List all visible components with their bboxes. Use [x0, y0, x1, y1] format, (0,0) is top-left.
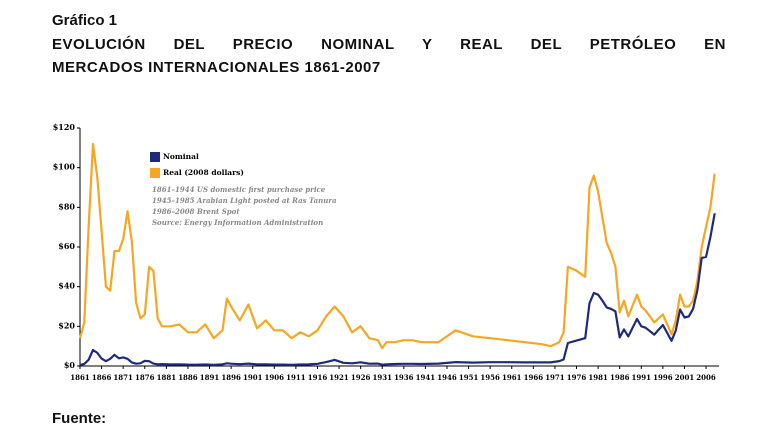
x-tick-label: 1966 — [524, 373, 544, 382]
series-line — [78, 142, 716, 350]
x-tick-label: 1881 — [157, 373, 177, 382]
legend-label: Nominal — [163, 152, 199, 161]
y-tick-label: $20 — [58, 320, 75, 330]
x-tick-label: 1971 — [545, 373, 565, 382]
x-tick-label: 1986 — [610, 373, 630, 382]
y-tick-label: $40 — [58, 281, 75, 291]
x-tick-label: 1946 — [437, 373, 457, 382]
x-tick-label: 1916 — [308, 373, 328, 382]
x-tick-label: 1911 — [286, 373, 306, 382]
source-label: Fuente: — [52, 410, 107, 427]
x-tick-label: 1871 — [113, 373, 133, 382]
y-tick-label: $120 — [53, 122, 76, 132]
x-tick-label: 1876 — [135, 373, 155, 382]
x-tick-label: 1861 — [70, 373, 90, 382]
annotation: 1945–1985 Arabian Light posted at Ras Ta… — [152, 196, 337, 205]
x-tick-label: 1896 — [221, 373, 241, 382]
x-tick-label: 1886 — [178, 373, 198, 382]
x-tick-label: 1976 — [567, 373, 587, 382]
annotation: Source: Energy Information Administratio… — [152, 218, 323, 227]
annotation: 1861–1944 US domestic first purchase pri… — [152, 185, 326, 194]
x-tick-label: 1981 — [588, 373, 608, 382]
x-tick-label: 1991 — [632, 373, 652, 382]
y-tick-label: $80 — [58, 201, 75, 211]
x-tick-label: 1996 — [653, 373, 673, 382]
title-line: EVOLUCIÓN DEL PRECIO NOMINAL Y REAL DEL … — [52, 36, 726, 53]
y-tick-label: $0 — [64, 360, 76, 370]
x-tick-label: 1891 — [200, 373, 220, 382]
x-tick-label: 1931 — [372, 373, 392, 382]
figure-label: Gráfico 1 — [52, 12, 118, 29]
x-tick-label: 1956 — [480, 373, 500, 382]
annotation: 1986–2008 Brent Spot — [152, 207, 240, 216]
x-tick-label: 1906 — [265, 373, 285, 382]
y-tick-label: $100 — [53, 162, 76, 172]
x-tick-label: 1926 — [351, 373, 371, 382]
title-line: MERCADOS INTERNACIONALES 1861-2007 — [52, 59, 381, 76]
x-tick-label: 1921 — [329, 373, 349, 382]
x-tick-label: 2006 — [696, 373, 716, 382]
legend-swatch — [150, 168, 160, 178]
y-tick-label: $60 — [58, 241, 75, 251]
x-tick-label: 1951 — [459, 373, 479, 382]
x-tick-label: 1866 — [92, 373, 112, 382]
x-tick-label: 1901 — [243, 373, 263, 382]
legend-label: Real (2008 dollars) — [163, 168, 244, 177]
x-tick-label: 2001 — [675, 373, 695, 382]
legend-swatch — [150, 152, 160, 162]
x-tick-label: 1936 — [394, 373, 414, 382]
x-tick-label: 1941 — [416, 373, 436, 382]
x-tick-label: 1961 — [502, 373, 522, 382]
series-line — [79, 213, 716, 367]
